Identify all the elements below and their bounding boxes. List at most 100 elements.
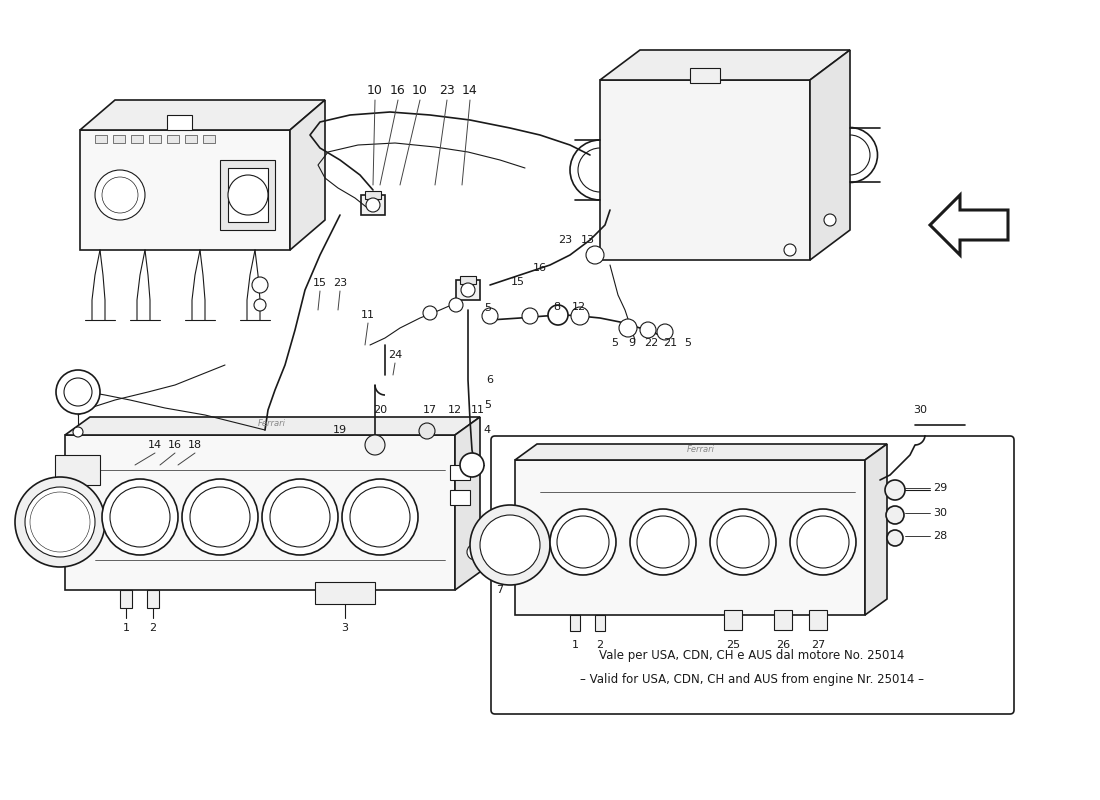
- Circle shape: [56, 370, 100, 414]
- Bar: [220, 160, 275, 230]
- Text: 17: 17: [422, 405, 437, 415]
- Bar: [167, 115, 192, 130]
- Text: 23: 23: [558, 235, 572, 245]
- Circle shape: [468, 544, 483, 560]
- Circle shape: [886, 480, 905, 500]
- Circle shape: [64, 378, 92, 406]
- Text: 1: 1: [122, 623, 130, 633]
- Bar: [365, 191, 381, 199]
- Text: 8: 8: [553, 302, 561, 312]
- Text: 15: 15: [512, 277, 525, 287]
- Text: 10: 10: [412, 83, 428, 97]
- Text: 12: 12: [448, 405, 462, 415]
- Circle shape: [449, 298, 463, 312]
- Circle shape: [342, 479, 418, 555]
- Text: 4: 4: [483, 425, 491, 435]
- Text: 12: 12: [572, 302, 586, 312]
- Text: 14: 14: [147, 440, 162, 450]
- Circle shape: [25, 487, 95, 557]
- Text: 7: 7: [496, 585, 504, 595]
- Circle shape: [710, 509, 776, 575]
- Circle shape: [182, 479, 258, 555]
- Bar: [185, 135, 197, 143]
- Circle shape: [461, 283, 475, 297]
- Text: 2: 2: [150, 623, 156, 633]
- Bar: [724, 610, 743, 630]
- Bar: [315, 582, 375, 604]
- Text: 13: 13: [581, 235, 595, 245]
- Text: 23: 23: [439, 83, 455, 97]
- Circle shape: [887, 530, 903, 546]
- Text: 19: 19: [333, 425, 348, 435]
- Bar: [690, 68, 721, 83]
- Circle shape: [619, 319, 637, 337]
- Bar: [113, 135, 125, 143]
- Circle shape: [717, 516, 769, 568]
- Polygon shape: [810, 50, 850, 260]
- Circle shape: [102, 479, 178, 555]
- Text: 6: 6: [486, 375, 494, 385]
- Circle shape: [110, 487, 170, 547]
- Circle shape: [350, 487, 410, 547]
- Circle shape: [460, 453, 484, 477]
- Circle shape: [480, 515, 540, 575]
- Text: 28: 28: [933, 531, 947, 541]
- Circle shape: [557, 516, 609, 568]
- FancyBboxPatch shape: [491, 436, 1014, 714]
- Polygon shape: [515, 444, 887, 460]
- Bar: [460, 276, 476, 284]
- Text: 30: 30: [933, 508, 947, 518]
- Text: 11: 11: [471, 405, 485, 415]
- Circle shape: [886, 506, 904, 524]
- Text: 16: 16: [390, 83, 406, 97]
- Text: Ferrari: Ferrari: [688, 446, 715, 454]
- Text: 29: 29: [933, 483, 947, 493]
- Text: 5: 5: [484, 303, 492, 313]
- Circle shape: [262, 479, 338, 555]
- Text: Ferrari: Ferrari: [258, 419, 286, 429]
- Bar: [570, 615, 580, 631]
- Circle shape: [252, 277, 268, 293]
- Circle shape: [254, 299, 266, 311]
- Circle shape: [95, 170, 145, 220]
- Bar: [595, 615, 605, 631]
- Bar: [131, 135, 143, 143]
- Polygon shape: [80, 130, 290, 250]
- Polygon shape: [515, 460, 865, 615]
- Polygon shape: [65, 417, 480, 435]
- Text: 14: 14: [462, 83, 477, 97]
- Circle shape: [366, 198, 379, 212]
- Bar: [450, 465, 470, 480]
- Circle shape: [550, 509, 616, 575]
- Bar: [808, 610, 827, 630]
- Polygon shape: [600, 50, 850, 80]
- Circle shape: [73, 427, 82, 437]
- Text: 16: 16: [168, 440, 182, 450]
- Text: 10: 10: [367, 83, 383, 97]
- Bar: [167, 135, 179, 143]
- Text: Vale per USA, CDN, CH e AUS dal motore No. 25014: Vale per USA, CDN, CH e AUS dal motore N…: [600, 649, 904, 662]
- Circle shape: [657, 324, 673, 340]
- Circle shape: [571, 307, 588, 325]
- Circle shape: [424, 306, 437, 320]
- Circle shape: [470, 505, 550, 585]
- Text: – Valid for USA, CDN, CH and AUS from engine Nr. 25014 –: – Valid for USA, CDN, CH and AUS from en…: [580, 674, 924, 686]
- Text: 24: 24: [388, 350, 403, 360]
- Circle shape: [419, 423, 435, 439]
- Text: 5: 5: [484, 400, 492, 410]
- Polygon shape: [455, 417, 480, 590]
- Text: 22: 22: [644, 338, 658, 348]
- Circle shape: [824, 214, 836, 226]
- Polygon shape: [290, 100, 324, 250]
- Circle shape: [102, 177, 138, 213]
- Bar: [147, 590, 160, 608]
- Polygon shape: [80, 100, 324, 130]
- Circle shape: [522, 308, 538, 324]
- Text: 5: 5: [612, 338, 618, 348]
- Circle shape: [790, 509, 856, 575]
- Text: 3: 3: [341, 623, 349, 633]
- Circle shape: [15, 477, 105, 567]
- Circle shape: [798, 516, 849, 568]
- Text: 5: 5: [684, 338, 692, 348]
- Circle shape: [190, 487, 250, 547]
